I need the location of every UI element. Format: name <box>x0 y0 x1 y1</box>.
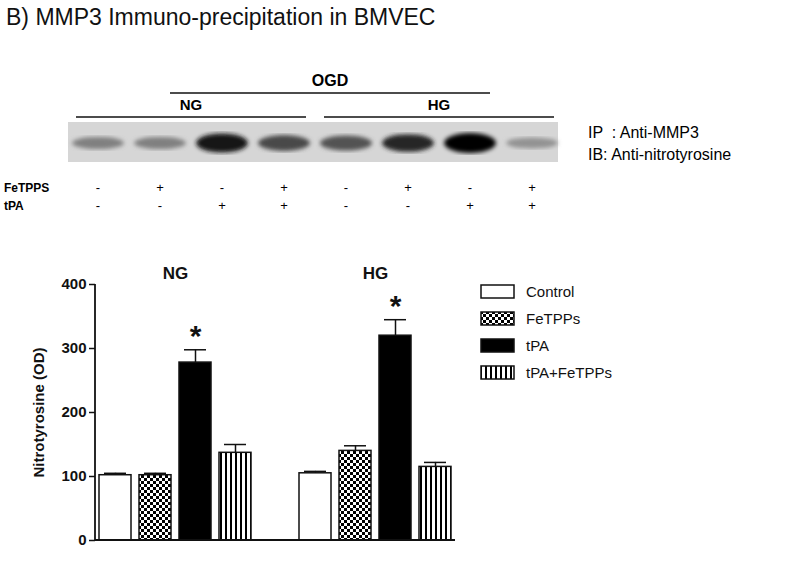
svg-text:0: 0 <box>78 531 86 548</box>
svg-text:-: - <box>344 198 348 213</box>
svg-text:NG: NG <box>180 96 203 113</box>
html-text:tPA: tPA <box>526 337 550 354</box>
svg-text:-: - <box>158 198 162 213</box>
svg-text:+: + <box>156 180 164 195</box>
svg-text:+: + <box>528 198 536 213</box>
svg-text:300: 300 <box>61 339 86 356</box>
svg-text:*: * <box>190 319 202 352</box>
svg-text:-: - <box>96 198 100 213</box>
svg-text:+: + <box>466 198 474 213</box>
svg-text:+: + <box>404 180 412 195</box>
svg-text:IP : Anti-MMP3: IP : Anti-MMP3 <box>588 124 699 141</box>
svg-text:+: + <box>280 180 288 195</box>
svg-text:-: - <box>344 180 348 195</box>
svg-text:OGD: OGD <box>312 72 348 89</box>
svg-text:Nitrotyrosine (OD): Nitrotyrosine (OD) <box>30 347 47 477</box>
svg-text:NG: NG <box>163 264 189 283</box>
svg-text:+: + <box>280 198 288 213</box>
svg-text:IB: Anti-nitrotyrosine: IB: Anti-nitrotyrosine <box>588 146 731 163</box>
html-text:Control: Control <box>526 283 575 300</box>
html-text:FeTPPs: FeTPPs <box>526 310 581 327</box>
svg-text:HG: HG <box>428 96 451 113</box>
svg-text:tPA: tPA <box>4 199 24 213</box>
html-text:tPA+FeTPPs: tPA+FeTPPs <box>526 364 612 381</box>
svg-text:-: - <box>96 180 100 195</box>
svg-text:+: + <box>218 198 226 213</box>
html-text:B) MMP3 Immuno-precipitation i: B) MMP3 Immuno-precipitation in BMVEC <box>6 4 436 30</box>
svg-text:100: 100 <box>61 467 86 484</box>
svg-text:-: - <box>468 180 472 195</box>
svg-text:HG: HG <box>363 264 389 283</box>
svg-text:400: 400 <box>61 275 86 292</box>
svg-text:*: * <box>390 289 402 322</box>
svg-text:-: - <box>220 180 224 195</box>
svg-text:200: 200 <box>61 403 86 420</box>
svg-text:+: + <box>528 180 536 195</box>
svg-text:-: - <box>406 198 410 213</box>
svg-text:FeTPPS: FeTPPS <box>4 181 49 195</box>
